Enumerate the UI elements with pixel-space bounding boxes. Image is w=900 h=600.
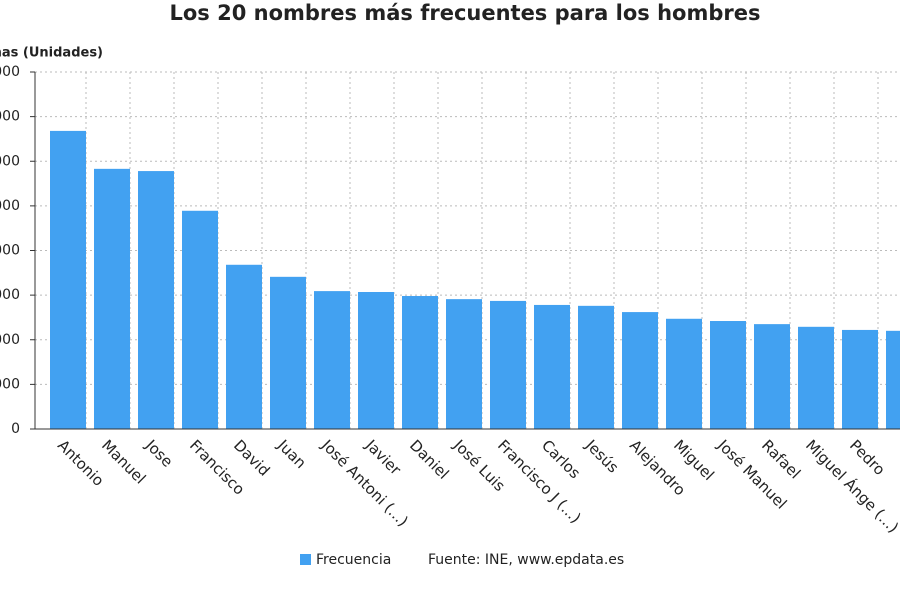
bar: [666, 318, 702, 429]
bar: [886, 330, 900, 429]
bar: [182, 210, 218, 429]
legend-swatch: [300, 554, 311, 565]
bar: [446, 299, 482, 429]
y-tick-label: 800.000: [0, 64, 20, 80]
bar: [402, 296, 438, 429]
bar: [534, 304, 570, 429]
bar: [138, 171, 174, 429]
y-tick-label: 200.000: [0, 332, 20, 348]
x-tick-label: Jesús: [581, 436, 622, 477]
chart-title: Los 20 nombres más frecuentes para los h…: [169, 1, 760, 25]
x-tick-label: Jose: [141, 436, 176, 471]
bar: [226, 264, 262, 429]
bar: [622, 312, 658, 429]
bar: [578, 305, 614, 429]
y-tick-label: 300.000: [0, 287, 20, 303]
y-tick-label: 100.000: [0, 376, 20, 392]
legend-label: Frecuencia: [316, 552, 391, 568]
x-tick-label: Antonio: [54, 436, 108, 490]
bar: [314, 291, 350, 429]
bar: [94, 168, 130, 429]
bar: [270, 276, 306, 429]
bar: [358, 292, 394, 429]
x-tick-label: Daniel: [406, 436, 453, 483]
y-axis-title: Personas (Unidades): [0, 46, 103, 61]
bar: [798, 326, 834, 429]
bar: [842, 329, 878, 429]
y-tick-label: 400.000: [0, 243, 20, 259]
source: Fuente: INE, www.epdata.es: [428, 552, 624, 568]
y-tick-label: 600.000: [0, 153, 20, 169]
y-tick-label: 0: [11, 421, 20, 437]
bar: [490, 300, 526, 429]
y-tick-label: 700.000: [0, 109, 20, 125]
plot: 0 100.000 200.000 300.000 400.000 500.000 600.…: [0, 64, 900, 536]
x-tick-label: Manuel: [98, 436, 149, 487]
bar: [754, 324, 790, 429]
bar: [710, 321, 746, 429]
y-tick-label: 500.000: [0, 198, 20, 214]
x-tick-label: Juan: [273, 436, 310, 473]
x-tick-label: Pedro: [846, 436, 889, 479]
bar: [50, 130, 86, 429]
